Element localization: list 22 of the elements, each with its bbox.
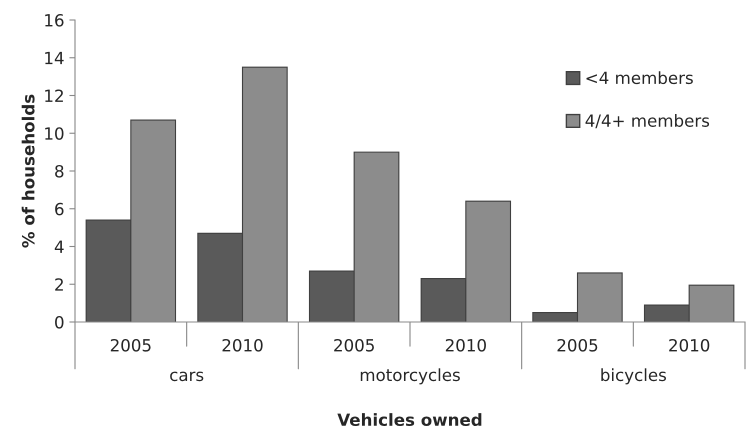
x-tick-label: 2010: [669, 338, 710, 352]
text: cars: [170, 372, 204, 382]
y-tick-label: 12: [45, 89, 63, 102]
y-tick-label: 0: [55, 316, 64, 329]
y-tick-label: 4: [54, 240, 64, 253]
legend-label: <4 members: [586, 71, 693, 84]
y-tick-label: 16: [45, 14, 64, 27]
x-tick-label: 2005: [334, 338, 374, 352]
x-tick-label: 2005: [558, 338, 598, 352]
y-tick-label: 10: [45, 127, 64, 140]
y-tick-label: 8: [55, 164, 64, 178]
y-tick-label: 14: [45, 52, 64, 64]
legend-label: 4/4+ members: [586, 114, 710, 128]
y-tick-label: 6: [55, 202, 64, 216]
x-axis-title: Vehicles owned: [337, 413, 482, 426]
y-axis-title: % of households: [22, 94, 35, 248]
text: motorcycles: [360, 368, 460, 384]
x-tick-label: 2005: [110, 338, 151, 352]
x-tick-label: 2010: [446, 338, 486, 352]
x-tick-label: 2010: [222, 338, 263, 352]
text: bicycles: [601, 368, 666, 384]
y-tick-label: 2: [55, 278, 63, 291]
